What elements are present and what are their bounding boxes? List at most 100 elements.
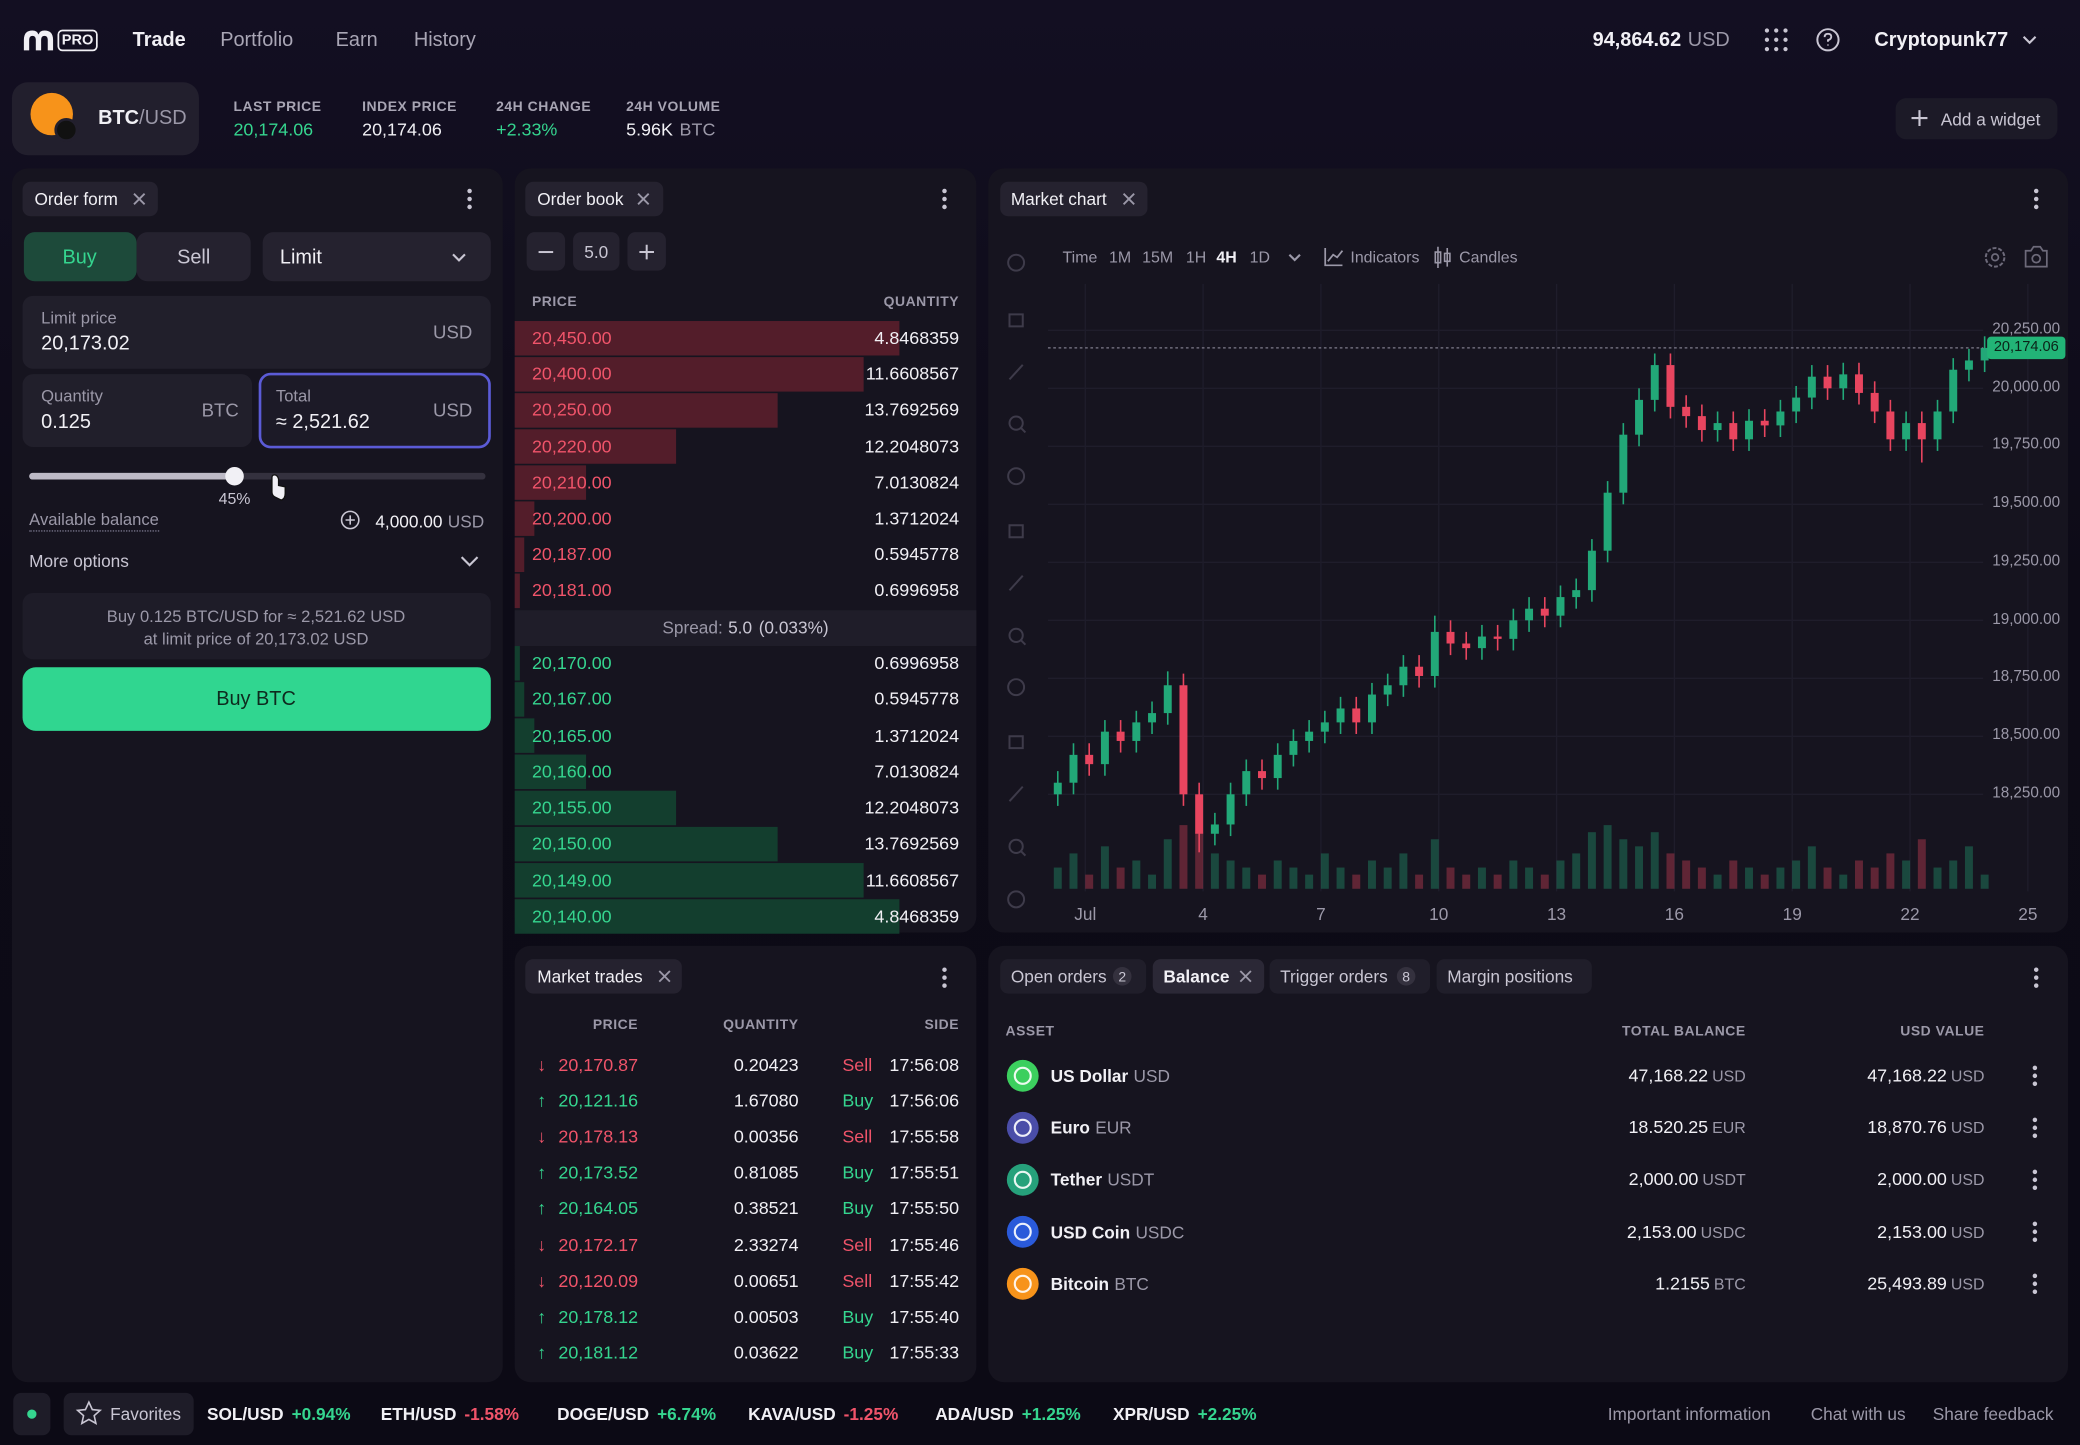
- balance-tab[interactable]: [1269, 959, 1430, 994]
- drawing-tool[interactable]: [1007, 467, 1026, 486]
- ask-price[interactable]: 20,220.00: [531, 436, 612, 457]
- apps-icon[interactable]: [1764, 28, 1788, 52]
- close-icon[interactable]: [637, 193, 650, 205]
- bid-price[interactable]: 20,167.00: [531, 689, 612, 710]
- interval-button[interactable]: 1H: [1185, 248, 1207, 267]
- screenshot-icon[interactable]: [2024, 245, 2048, 268]
- total-field[interactable]: [258, 372, 491, 449]
- drawing-tool[interactable]: [1008, 415, 1027, 434]
- kebab-menu[interactable]: [2032, 1169, 2038, 1191]
- help-icon[interactable]: [1816, 28, 1840, 52]
- add-widget-button[interactable]: [1895, 98, 2058, 140]
- buy-toggle[interactable]: [23, 232, 137, 282]
- market-chart-tab[interactable]: [1000, 181, 1148, 217]
- balance-tab-label[interactable]: Open orders: [1010, 966, 1107, 987]
- chevron-icon[interactable]: [452, 253, 466, 262]
- chevron-icon[interactable]: [2022, 36, 2037, 45]
- close-icon[interactable]: [1122, 193, 1135, 205]
- ask-price[interactable]: 20,400.00: [531, 364, 612, 384]
- close-icon[interactable]: [133, 193, 146, 205]
- footer-ticker[interactable]: ADA/USD +1.25%: [935, 1405, 1081, 1422]
- ask-price[interactable]: 20,181.00: [531, 580, 612, 601]
- balance-tab-label[interactable]: Balance: [1163, 966, 1230, 987]
- kebab-menu[interactable]: [2033, 967, 2039, 988]
- drawing-tool[interactable]: [1007, 678, 1026, 697]
- drawing-tool[interactable]: [1008, 364, 1024, 381]
- quantity-field[interactable]: [22, 374, 253, 448]
- bid-price[interactable]: 20,140.00: [531, 906, 612, 927]
- candles-button[interactable]: Candles: [1459, 248, 1518, 267]
- slider-thumb[interactable]: [225, 466, 244, 486]
- footer-link[interactable]: Chat with us: [1810, 1404, 1906, 1425]
- buy-button[interactable]: [22, 667, 491, 731]
- drawing-tool[interactable]: [1008, 575, 1024, 591]
- nav-link[interactable]: Earn: [335, 28, 378, 52]
- balance-tab-label[interactable]: Margin positions: [1447, 966, 1573, 987]
- footer-ticker[interactable]: ETH/USD -1.58%: [381, 1405, 519, 1422]
- order-type-label[interactable]: Limit: [279, 246, 322, 269]
- market-trades-tab-label[interactable]: Market trades: [537, 966, 643, 987]
- market-trades-tab[interactable]: [525, 959, 682, 994]
- kebab-menu[interactable]: [2032, 1273, 2038, 1295]
- ask-price[interactable]: 20,200.00: [531, 508, 612, 529]
- interval-button[interactable]: 1D: [1249, 248, 1270, 267]
- kebab-menu[interactable]: [942, 188, 947, 210]
- nav-link[interactable]: History: [413, 28, 476, 52]
- kebab-menu[interactable]: [2033, 188, 2039, 210]
- bid-price[interactable]: 20,149.00: [531, 870, 612, 890]
- order-form-tab-label[interactable]: Order form: [34, 189, 118, 209]
- ask-price[interactable]: 20,187.00: [531, 544, 612, 565]
- more-options[interactable]: More options: [29, 551, 129, 572]
- favorites-button[interactable]: [63, 1392, 194, 1436]
- interval-button[interactable]: 1M: [1108, 248, 1132, 267]
- drawing-tool[interactable]: [1008, 524, 1024, 539]
- footer-ticker[interactable]: KAVA/USD -1.25%: [748, 1405, 898, 1422]
- indicators-button[interactable]: Indicators: [1350, 248, 1420, 267]
- deposit-icon[interactable]: [340, 510, 360, 530]
- footer-ticker[interactable]: DOGE/USD +6.74%: [557, 1405, 716, 1422]
- kebab-menu[interactable]: [2032, 1117, 2038, 1139]
- chevron-icon[interactable]: [1288, 253, 1301, 262]
- kebab-menu[interactable]: [942, 967, 947, 988]
- drawing-tool[interactable]: [1008, 838, 1027, 857]
- limit-price-field[interactable]: [22, 295, 491, 369]
- settings-icon[interactable]: [1984, 247, 2006, 268]
- kebab-menu[interactable]: [467, 188, 472, 210]
- nav-link[interactable]: Trade: [132, 28, 186, 52]
- ask-price[interactable]: 20,210.00: [531, 472, 612, 493]
- footer-ticker[interactable]: XPR/USD +2.25%: [1113, 1405, 1257, 1422]
- footer-link[interactable]: Important information: [1607, 1404, 1771, 1425]
- balance-tab[interactable]: [1000, 959, 1147, 994]
- kebab-menu[interactable]: [2032, 1065, 2038, 1087]
- ask-price[interactable]: 20,450.00: [531, 327, 612, 348]
- drawing-tool[interactable]: [1007, 253, 1026, 272]
- buy-button-label[interactable]: Buy BTC: [216, 687, 296, 711]
- close-icon[interactable]: [1239, 970, 1252, 983]
- sell-toggle[interactable]: [136, 232, 251, 282]
- close-icon[interactable]: [658, 970, 671, 983]
- order-form-tab[interactable]: [22, 181, 158, 217]
- interval-button[interactable]: 4H: [1216, 248, 1237, 267]
- drawing-tool[interactable]: [1007, 890, 1026, 909]
- kebab-menu[interactable]: [2032, 1221, 2038, 1243]
- footer-link[interactable]: Share feedback: [1932, 1404, 2054, 1425]
- drawing-tool[interactable]: [1008, 313, 1024, 328]
- add-widget-text[interactable]: Add a widget: [1940, 109, 2041, 130]
- balance-tab-label[interactable]: Trigger orders: [1280, 966, 1388, 987]
- market-chart-tab-label[interactable]: Market chart: [1010, 189, 1107, 209]
- balance-tab[interactable]: [1436, 959, 1592, 994]
- available-balance-label[interactable]: Available balance: [29, 510, 159, 531]
- buy-toggle-label[interactable]: Buy: [62, 246, 97, 269]
- bid-price[interactable]: 20,160.00: [531, 761, 612, 782]
- order-book-tab-label[interactable]: Order book: [537, 189, 624, 209]
- indicators-icon[interactable]: [1324, 248, 1344, 267]
- order-type-dropdown[interactable]: [262, 232, 491, 282]
- drawing-tool[interactable]: [1008, 735, 1024, 750]
- favorites-label[interactable]: Favorites: [110, 1404, 182, 1425]
- drawing-tool[interactable]: [1008, 627, 1027, 646]
- drawing-tool[interactable]: [1008, 785, 1024, 802]
- candles-icon[interactable]: [1434, 246, 1451, 268]
- user-menu[interactable]: Cryptopunk77: [1874, 28, 2009, 52]
- bid-price[interactable]: 20,165.00: [531, 725, 612, 746]
- bid-price[interactable]: 20,155.00: [531, 797, 612, 818]
